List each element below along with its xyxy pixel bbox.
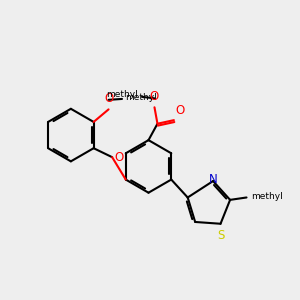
Text: O: O <box>149 90 158 103</box>
Text: O: O <box>175 103 184 117</box>
Text: O: O <box>114 151 124 164</box>
Text: methyl: methyl <box>251 192 282 201</box>
Text: N: N <box>209 173 218 186</box>
Text: S: S <box>218 229 225 242</box>
Text: methyl: methyl <box>126 93 157 102</box>
Text: methyl: methyl <box>106 90 138 99</box>
Text: O: O <box>104 92 113 105</box>
